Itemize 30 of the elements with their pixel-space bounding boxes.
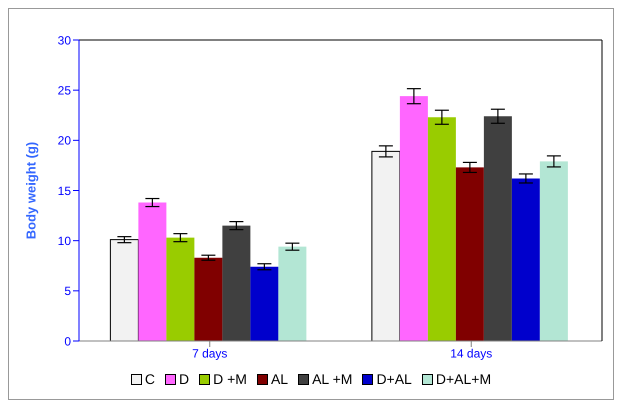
bar (110, 239, 139, 341)
legend-label: D (179, 371, 190, 387)
bar (400, 96, 428, 341)
legend-label: AL (270, 371, 288, 387)
y-tick-label: 30 (58, 33, 72, 48)
bar (484, 116, 512, 341)
bar (194, 258, 222, 341)
y-tick-label: 20 (58, 134, 72, 148)
legend-label: D +M (213, 371, 247, 387)
bar (250, 266, 278, 341)
legend-label: D+AL+M (436, 371, 492, 387)
bar (166, 238, 194, 341)
bar (428, 117, 456, 341)
y-tick-label: 25 (58, 83, 72, 98)
x-tick-label: 7 days (192, 346, 228, 361)
y-tick-label: 0 (64, 334, 72, 348)
x-tick-label: 14 days (450, 346, 492, 361)
bar (456, 167, 484, 341)
legend-label: AL +M (312, 371, 352, 387)
legend-label: C (144, 371, 155, 387)
bar (512, 178, 540, 341)
bar (138, 202, 166, 341)
y-tick-label: 15 (58, 184, 72, 198)
bar (222, 226, 250, 341)
y-axis-title: Body weight (g) (24, 142, 39, 240)
y-tick-label: 5 (64, 284, 72, 298)
bar (278, 246, 306, 341)
bar (540, 161, 568, 341)
y-tick-label: 10 (58, 234, 72, 248)
legend-label: D+AL (376, 371, 412, 387)
